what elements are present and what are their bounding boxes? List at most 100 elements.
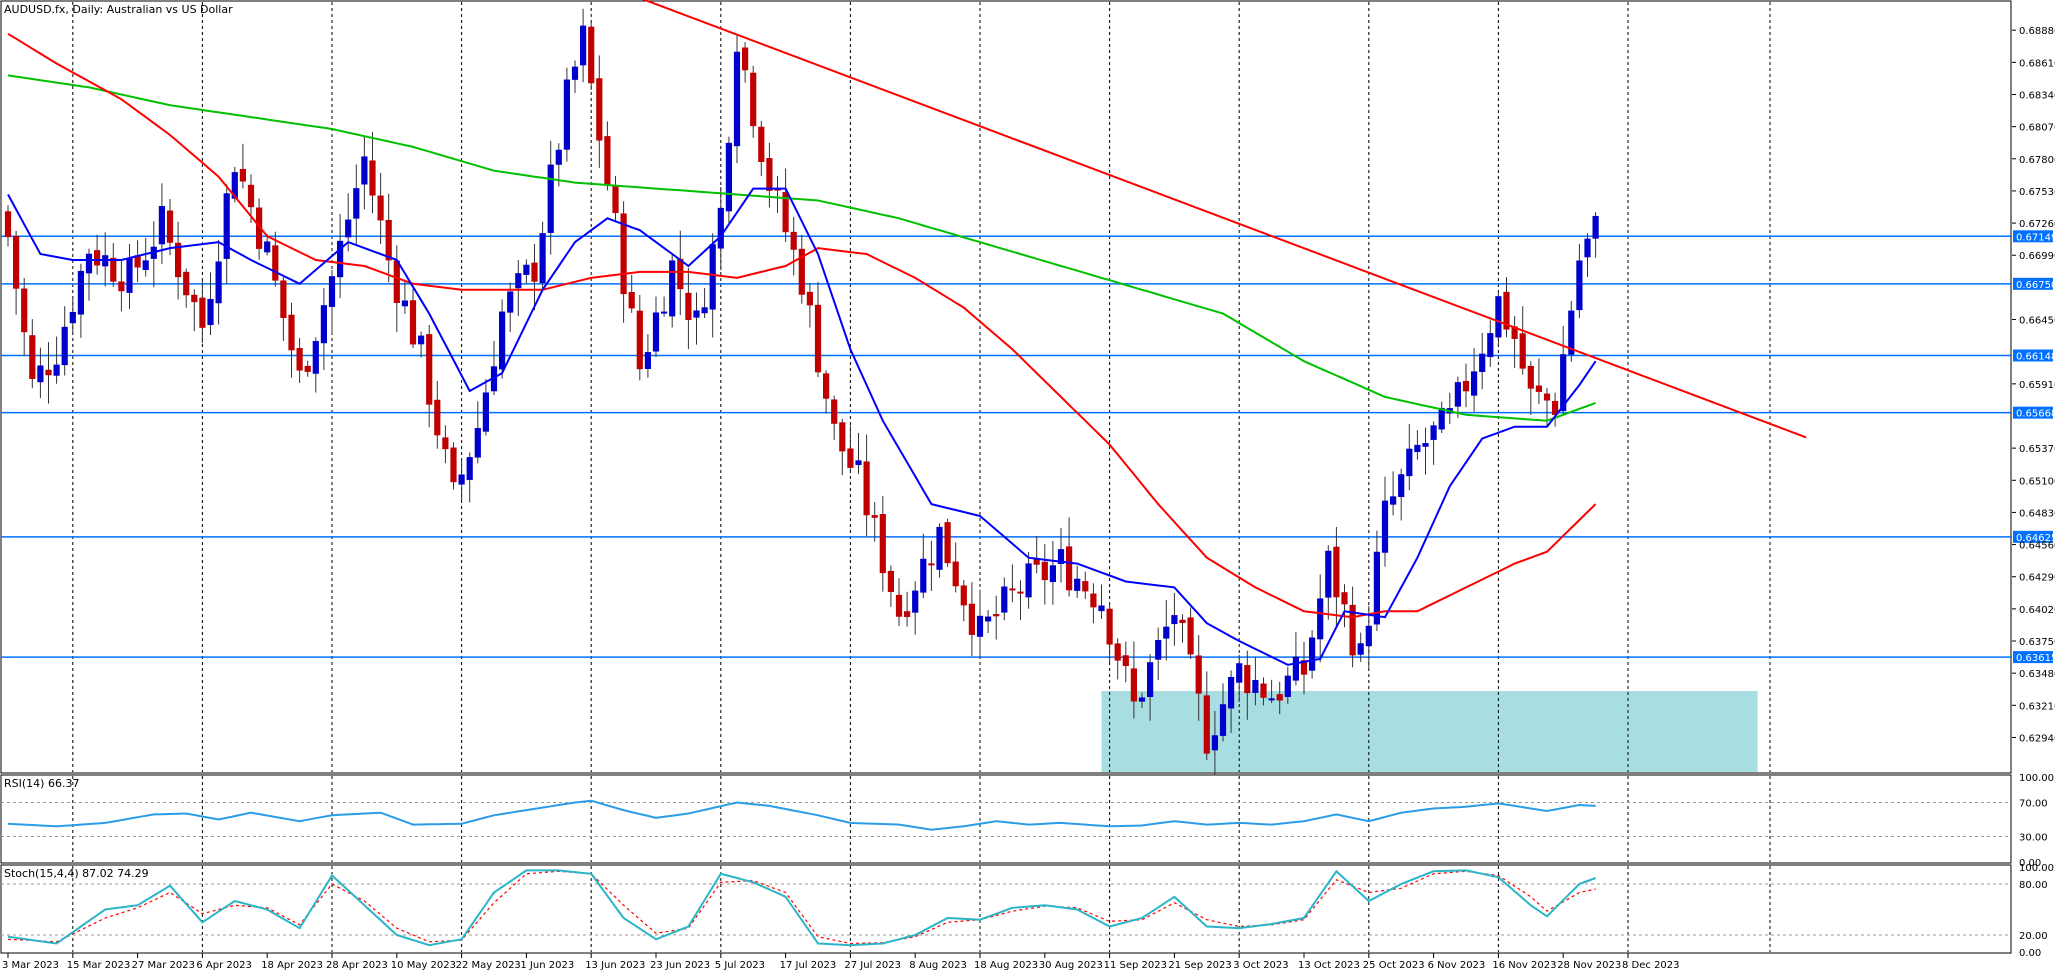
candle-bear (1300, 660, 1308, 675)
candle-bear (839, 422, 846, 452)
candle-bull (215, 261, 222, 304)
candle-bull (499, 311, 506, 370)
candle-bull (1268, 698, 1275, 701)
candle-bear (450, 447, 457, 483)
candle-bear (1519, 333, 1526, 369)
candle-bull (733, 51, 741, 147)
candle-bear (863, 461, 870, 516)
time-tick-label: 22 May 2023 (456, 960, 521, 971)
candle-bull (693, 310, 700, 318)
candle-bull (1325, 550, 1332, 598)
candle-bear (677, 258, 684, 290)
oscillators-layer (1, 799, 2012, 947)
level-price-tag (2013, 651, 2053, 664)
candle-bull (77, 270, 85, 315)
candle-bear (191, 294, 198, 303)
candle-bear (879, 514, 886, 574)
candle-bear (175, 242, 182, 278)
candle-bull (1074, 578, 1081, 591)
candle-bear (531, 262, 538, 282)
price-tick-label: 0.62940 (2019, 733, 2055, 744)
candle-bull (345, 219, 352, 238)
time-tick-label: 17 Jul 2023 (780, 960, 837, 971)
candles-layer (4, 8, 1599, 775)
candle-bull (1357, 643, 1364, 655)
candle-bear (823, 373, 830, 399)
level-price-tag (2013, 277, 2053, 290)
candle-bear (1017, 591, 1024, 594)
candle-bear (1276, 694, 1283, 701)
candle-bear (928, 563, 935, 566)
candle-bear (952, 561, 959, 587)
candle-bull (912, 590, 919, 613)
candle-bear (1187, 617, 1194, 655)
candle-bear (1527, 365, 1534, 389)
time-tick-label: 6 Nov 2023 (1428, 960, 1486, 971)
candle-bull (1487, 333, 1494, 358)
candle-bull (1155, 639, 1162, 660)
candle-bear (806, 291, 813, 306)
candle-bull (1317, 598, 1324, 640)
level-price-tag (2013, 406, 2053, 419)
candle-bull (985, 616, 992, 622)
candle-bear (1341, 592, 1348, 605)
time-axis-layer: 3 Mar 2023 15 Mar 2023 27 Mar 2023 6 Apr 20… (2, 953, 1680, 971)
time-tick-label: 27 Mar 2023 (132, 960, 195, 971)
candle-bear (377, 195, 384, 221)
candle-bear (1106, 608, 1113, 645)
candle-bear (1122, 655, 1129, 667)
candle-bull (458, 474, 465, 485)
candle-bear (369, 160, 376, 196)
rsi-tick-label: 70.00 (2019, 799, 2048, 810)
candle-bear (1552, 400, 1559, 415)
candle-bull (1001, 586, 1008, 613)
time-tick-label: 28 Nov 2023 (1557, 960, 1621, 971)
candle-bear (166, 210, 174, 243)
candle-bull (1454, 382, 1462, 407)
price-levels-layer (1, 235, 2012, 658)
time-tick-label: 11 Sep 2023 (1104, 960, 1167, 971)
time-tick-label: 1 Jun 2023 (520, 960, 574, 971)
candle-bull (1171, 615, 1178, 625)
candle-bear (239, 168, 247, 182)
candle-bull (669, 260, 676, 317)
candle-bear (620, 213, 627, 295)
level-price-tag (2013, 230, 2053, 243)
candle-bull (53, 364, 60, 376)
candle-bear (895, 594, 903, 617)
candle-bull (1471, 371, 1478, 396)
time-tick-label: 6 Apr 2023 (196, 960, 251, 971)
candle-bear (296, 348, 303, 371)
candle-bear (272, 245, 279, 281)
ma-mid-line (7, 32, 1597, 619)
rsi-pane-frame (0, 774, 2012, 864)
stoch-tick-label: 20.00 (2019, 931, 2048, 942)
level-price-tag (2013, 349, 2053, 362)
stoch-signal-line (7, 870, 1596, 945)
candle-bear (871, 515, 878, 518)
candle-bull (661, 311, 668, 314)
candle-bull (515, 273, 522, 289)
candle-bear (1066, 546, 1073, 591)
candle-bear (766, 158, 773, 191)
candle-bear (1462, 380, 1470, 392)
candle-bull (1098, 605, 1105, 612)
candle-bear (426, 334, 433, 405)
candle-bear (409, 300, 417, 345)
candle-bull (1163, 626, 1170, 639)
candle-bull (328, 276, 336, 307)
candle-bull (61, 326, 68, 366)
time-tick-label: 8 Aug 2023 (909, 960, 967, 971)
candle-bull (482, 392, 489, 432)
time-tick-label: 15 Mar 2023 (67, 960, 130, 971)
level-price-tag-text: 0.66148 (2016, 351, 2055, 362)
candle-bull (37, 365, 44, 383)
